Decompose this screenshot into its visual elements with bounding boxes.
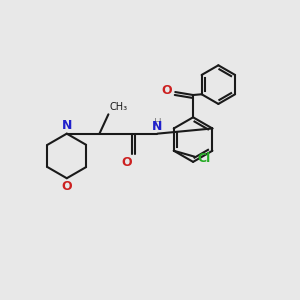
Text: H: H [154,118,161,128]
Text: N: N [152,120,163,133]
Text: O: O [61,180,72,193]
Text: CH₃: CH₃ [110,102,128,112]
Text: O: O [161,84,172,97]
Text: N: N [61,119,72,132]
Text: Cl: Cl [197,152,210,165]
Text: O: O [122,156,132,169]
